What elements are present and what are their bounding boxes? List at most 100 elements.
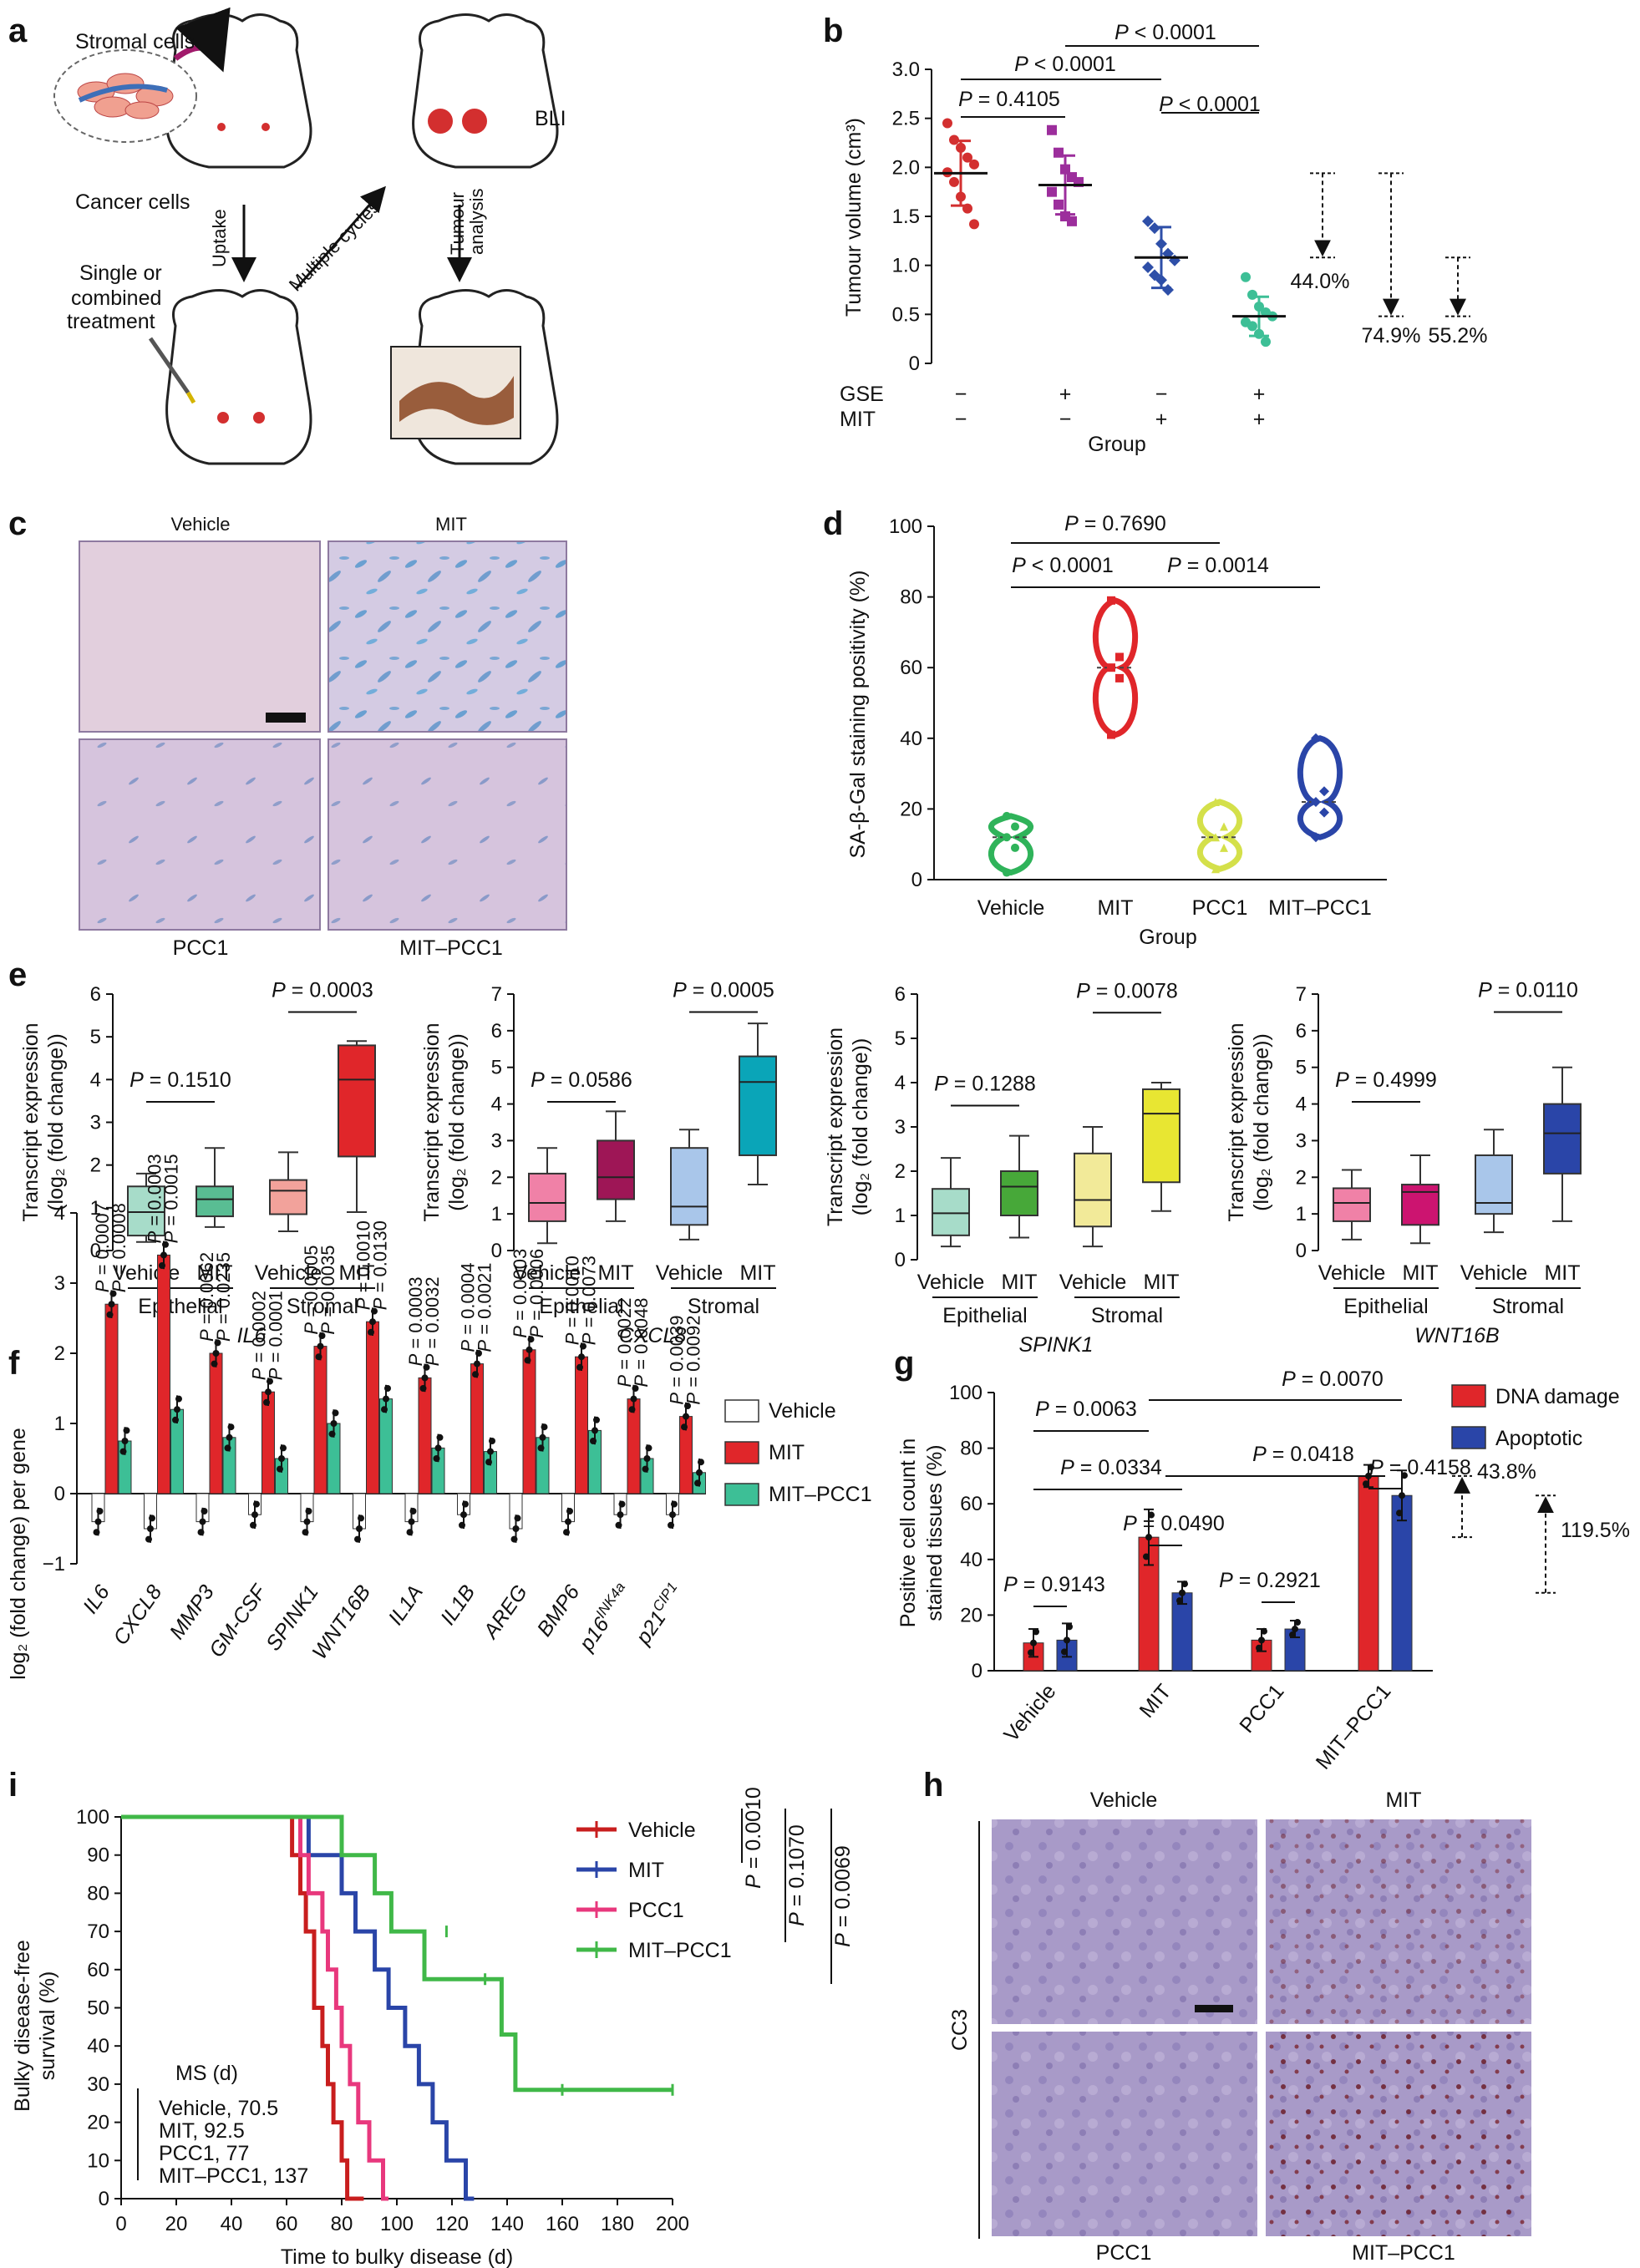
data-point [590,1438,597,1444]
p-value-label: P = 0.0021 [475,1263,495,1352]
p-value-label: P = 0.0032 [422,1276,443,1366]
data-point [1011,822,1019,831]
tumour-dot [217,123,226,131]
data-point [489,1438,495,1444]
data-point [368,1328,374,1336]
data-point [303,1518,311,1525]
data-point [1396,1509,1403,1517]
median-survival-entry: PCC1, 77 [159,2142,249,2165]
p-value-label: P = 0.1070 [785,1824,809,1926]
y-tick-label: 6 [90,983,101,1006]
data-point [1254,328,1264,339]
data-point [211,1360,218,1367]
row-label-gse: GSE [840,383,884,406]
bar [1358,1475,1379,1672]
y-tick-label: 2.0 [892,156,920,179]
box [338,1044,376,1158]
x-tick-label: MIT [1402,1261,1438,1285]
reduction-label: 74.9% [1362,324,1421,348]
legend-label: MIT [769,1441,805,1464]
cells-icon [77,73,174,119]
p-value-label: P = 0.0048 [631,1298,652,1388]
data-point [174,1406,180,1413]
data-point [1289,1631,1296,1639]
y-tick-label: 80 [87,1882,109,1905]
data-point [1254,301,1264,312]
side-label-cc3: CC3 [948,2009,972,2051]
data-point [1142,215,1154,227]
data-point [277,1465,283,1473]
y-tick-label: 1.0 [892,255,920,277]
data-point [149,1515,155,1522]
data-point [224,1444,231,1452]
tumour-dot [428,109,453,134]
y-tick-label: 6 [491,1020,502,1043]
data-point [1149,222,1160,235]
group-label: Stromal [1091,1304,1163,1327]
y-tick-label: 1 [491,1203,502,1225]
data-point [698,1459,704,1466]
data-point [628,1406,636,1413]
y-tick-label: 1 [1296,1203,1307,1225]
y-tick-label: 1 [90,1197,101,1220]
y-axis-label-1: Transcript expression [420,1022,444,1221]
p-value-label: P = 0.1288 [934,1073,1036,1096]
data-point [472,1371,479,1378]
y-axis-label-1: Transcript expression [824,1027,847,1226]
legend-label: Vehicle [769,1399,836,1423]
panel-label-f: f [8,1345,20,1382]
data-point [263,1398,270,1406]
data-point [593,1416,600,1423]
data-point [684,1403,691,1409]
data-point [630,1395,637,1403]
bar [261,1391,275,1494]
gene-label: AREG [478,1580,532,1644]
p-value-label: P = 0.0022 [614,1298,635,1388]
data-point [617,1511,624,1519]
x-tick-label: Vehicle [1460,1261,1528,1285]
data-point [1241,271,1251,282]
data-point [383,1395,389,1403]
mouse-icon [165,289,312,465]
data-point [145,1535,152,1543]
data-point [315,1353,322,1361]
y-axis-label-2: (log₂ (fold change)) [849,1038,872,1216]
label-cancer: Cancer cells [75,190,190,214]
data-point [1220,822,1228,831]
data-point [1211,865,1220,874]
y-tick-label: 3 [491,1129,502,1152]
data-point [1061,1648,1068,1656]
data-point [956,191,966,202]
data-point [580,1342,586,1350]
box [195,1185,234,1218]
box [1475,1154,1513,1215]
data-point [1258,1636,1265,1644]
data-point [317,1342,324,1350]
p-value-label: P = 0.0078 [1076,979,1178,1002]
p-value-label: P = 0.0015 [161,1154,182,1243]
data-point [356,1525,363,1532]
y-tick-label: 0 [99,2188,109,2210]
p-value-label: P = 0.0490 [1123,1512,1225,1535]
data-point [159,1262,165,1269]
y-tick-label: 4 [895,1072,906,1094]
data-point [214,1339,221,1347]
y-axis-label: Tumour volume (cm³) [842,118,866,317]
p-value-label: P < 0.0001 [1012,554,1114,577]
micro-label-mit-pcc1: MIT–PCC1 [1352,2241,1455,2265]
data-point [696,1469,703,1476]
x-tick-label: MIT [1097,896,1133,920]
y-tick-label: 0 [909,353,920,375]
data-point [1292,1626,1298,1633]
data-point [96,1508,104,1515]
y-tick-label: 20 [960,1604,982,1626]
y-tick-label: 2 [1296,1166,1307,1189]
y-tick-label: 10 [87,2149,109,2172]
data-point [1319,807,1329,818]
data-point [119,1448,127,1455]
bar [470,1363,484,1494]
p-value-label: P = 0.0070 [1282,1367,1384,1391]
p-value-label: P = 0.0010 [562,1256,583,1345]
data-point [384,1385,391,1392]
